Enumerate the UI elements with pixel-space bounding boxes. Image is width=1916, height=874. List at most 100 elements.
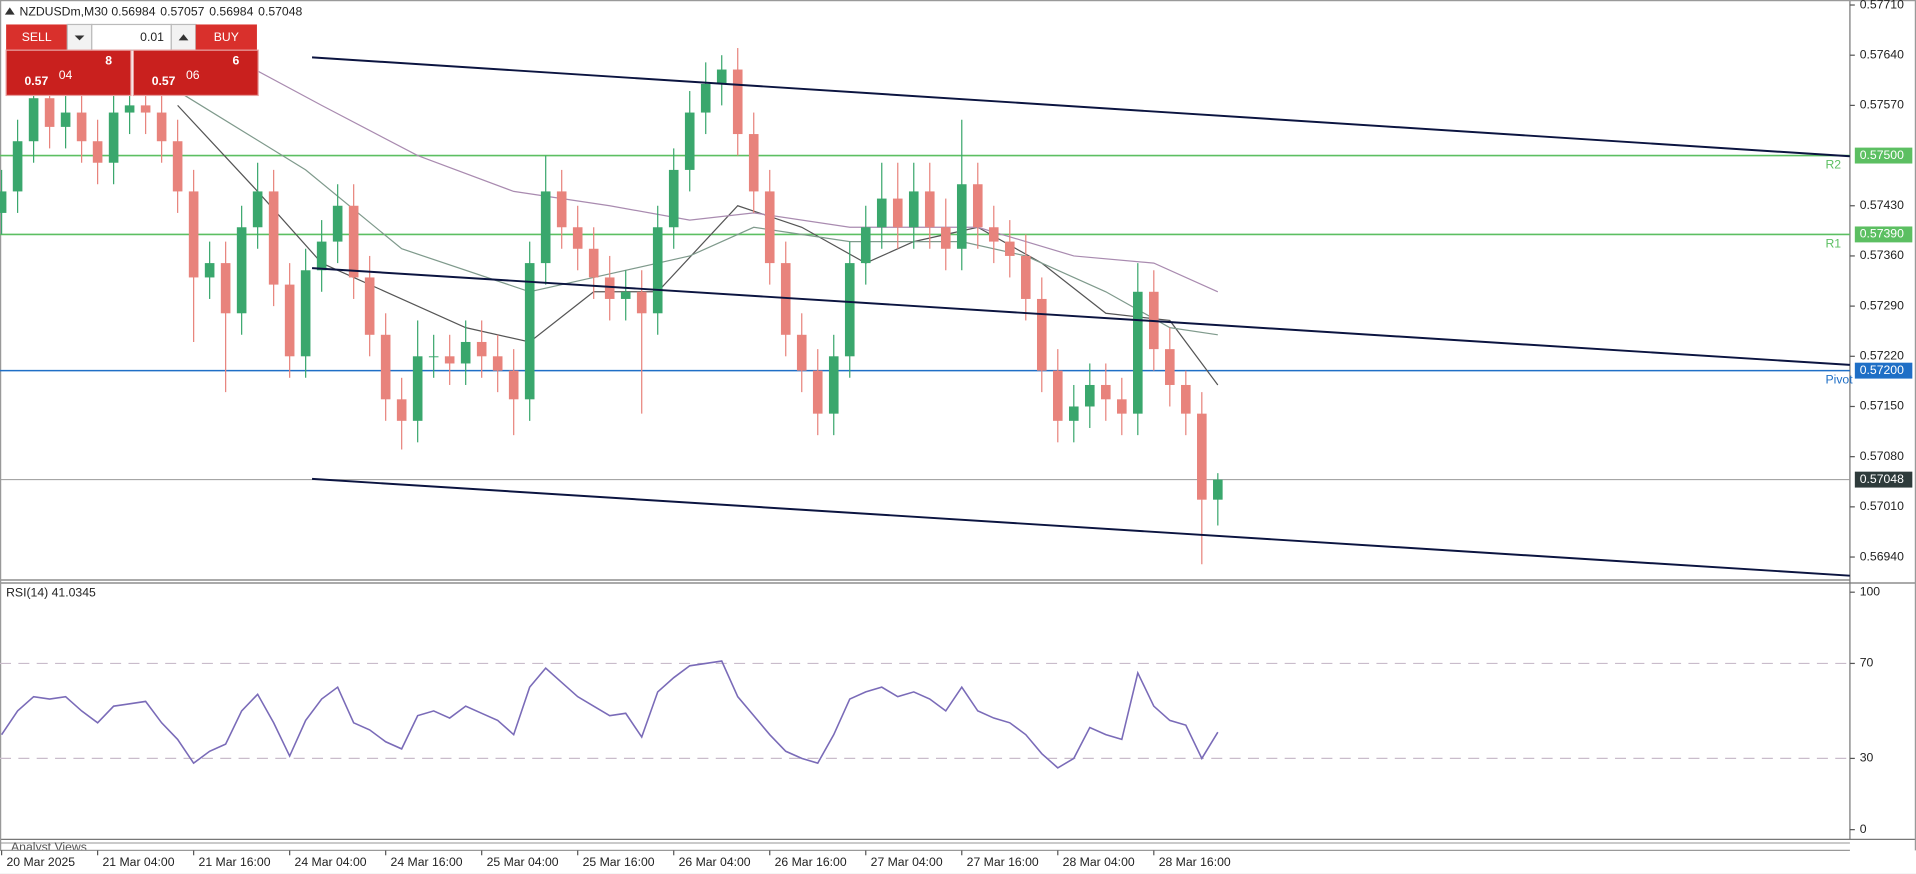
candle-body: [908, 191, 919, 228]
buy-label: BUY: [214, 30, 239, 44]
candle-body: [1052, 370, 1063, 421]
candle-body: [460, 341, 471, 364]
candle-body: [428, 356, 439, 358]
current-price-box: [1854, 471, 1913, 488]
candle-body: [1004, 241, 1015, 256]
candle-body: [508, 370, 519, 400]
bid-big-figure: 0.57: [24, 74, 48, 88]
ask-pips: 06: [186, 68, 200, 82]
buy-price-box[interactable]: [132, 49, 259, 97]
candle-body: [764, 191, 775, 264]
candle-body: [924, 191, 935, 228]
candle-body: [444, 356, 455, 364]
bid-pips: 04: [59, 68, 73, 82]
candle-body: [492, 356, 503, 371]
y-tick-label: 70: [1860, 656, 1874, 670]
y-tick-label: 0.57430: [1860, 198, 1904, 212]
candle-body: [1197, 413, 1207, 500]
ohlc-low: 0.56984: [209, 4, 253, 18]
lot-input[interactable]: [91, 23, 172, 51]
candle-body: [1020, 255, 1031, 299]
x-tick-label: 21 Mar 16:00: [199, 855, 271, 869]
candle-body: [748, 134, 759, 192]
level-price-box: [1854, 362, 1913, 379]
candle-body: [860, 227, 871, 264]
candle-body: [204, 263, 215, 278]
candle-body: [380, 334, 391, 400]
candle-body: [332, 205, 343, 242]
ohlc-high: 0.57057: [160, 4, 204, 18]
candle-body: [588, 248, 599, 278]
time-axis-strip: [0, 850, 1916, 874]
y-tick-label: 0: [1860, 822, 1867, 836]
candle-body: [1036, 298, 1047, 371]
candle-body: [252, 191, 263, 228]
candle-body: [124, 105, 135, 113]
candle-body: [892, 198, 903, 228]
series-layer: [0, 48, 1850, 577]
candle-body: [876, 198, 887, 228]
candle-body: [140, 105, 151, 113]
candle-body: [476, 341, 487, 357]
candle-body: [988, 227, 999, 242]
candle-body: [604, 277, 615, 299]
trade-panel: SELL 0.01 BUY 0.57 04 8 0.57 06 6: [5, 23, 259, 97]
y-tick-label: 0.57220: [1860, 349, 1904, 363]
candle-body: [44, 98, 55, 127]
level-price-label: 0.57200: [1860, 363, 1904, 377]
sell-label: SELL: [22, 30, 52, 44]
candle-body: [1133, 291, 1143, 414]
candle-body: [956, 184, 967, 249]
candle-body: [780, 263, 791, 335]
level-tag: R1: [1825, 236, 1841, 250]
plot-area: 0.57710 0.57640 0.57570 0.57430 0.57360 0.572…: [0, 0, 1913, 836]
sell-button[interactable]: [6, 24, 68, 51]
candle-body: [348, 205, 359, 278]
up-arrow: [178, 34, 189, 41]
y-tick-label: 0.57080: [1860, 449, 1904, 463]
candle-body: [796, 334, 807, 371]
candle-body: [1084, 384, 1095, 407]
candle-body: [636, 291, 647, 314]
candle-body: [972, 184, 983, 228]
x-tick-label: 24 Mar 04:00: [295, 855, 367, 869]
y-tick-label: 0.57150: [1860, 399, 1904, 413]
candle-body: [412, 356, 423, 421]
x-tick-label: 27 Mar 04:00: [871, 855, 943, 869]
y-tick-label: 0.57290: [1860, 298, 1904, 312]
trend-line: [311, 56, 1850, 158]
ohlc-close: 0.57048: [258, 4, 302, 18]
candle-body: [652, 227, 663, 314]
y-tick-label: 0.57570: [1860, 98, 1904, 112]
ask-big-figure: 0.57: [152, 74, 176, 88]
candle-body: [812, 370, 823, 414]
candle-body: [1165, 349, 1175, 385]
current-price-label: 0.57048: [1860, 472, 1904, 486]
trend-line: [311, 477, 1850, 577]
x-tick-label: 26 Mar 16:00: [775, 855, 847, 869]
level-tag: Pivot: [1825, 373, 1853, 387]
x-tick-label: 21 Mar 04:00: [103, 855, 175, 869]
level-price-label: 0.57390: [1860, 227, 1904, 241]
candle-body: [12, 141, 23, 192]
candle-body: [572, 227, 583, 249]
candle-body: [828, 356, 839, 414]
rsi-name: RSI(14): [6, 586, 48, 600]
y-tick-label: 0.57710: [1860, 0, 1904, 11]
y-tick-label: 0.57360: [1860, 248, 1904, 262]
rsi-line: [0, 660, 1219, 769]
y-tick-label: 100: [1860, 584, 1881, 598]
x-tick-label: 20 Mar 2025: [6, 855, 75, 869]
moving-average: [241, 61, 1219, 293]
y-tick-label: 0.57640: [1860, 47, 1904, 61]
candle-body: [668, 169, 679, 228]
buy-button[interactable]: [195, 24, 257, 51]
moving-average: [177, 104, 1219, 386]
ask-point: 6: [232, 53, 239, 67]
candle-body: [60, 112, 71, 127]
sell-price-box[interactable]: [5, 49, 132, 97]
candle-body: [540, 191, 551, 264]
bid-point: 8: [105, 53, 112, 67]
